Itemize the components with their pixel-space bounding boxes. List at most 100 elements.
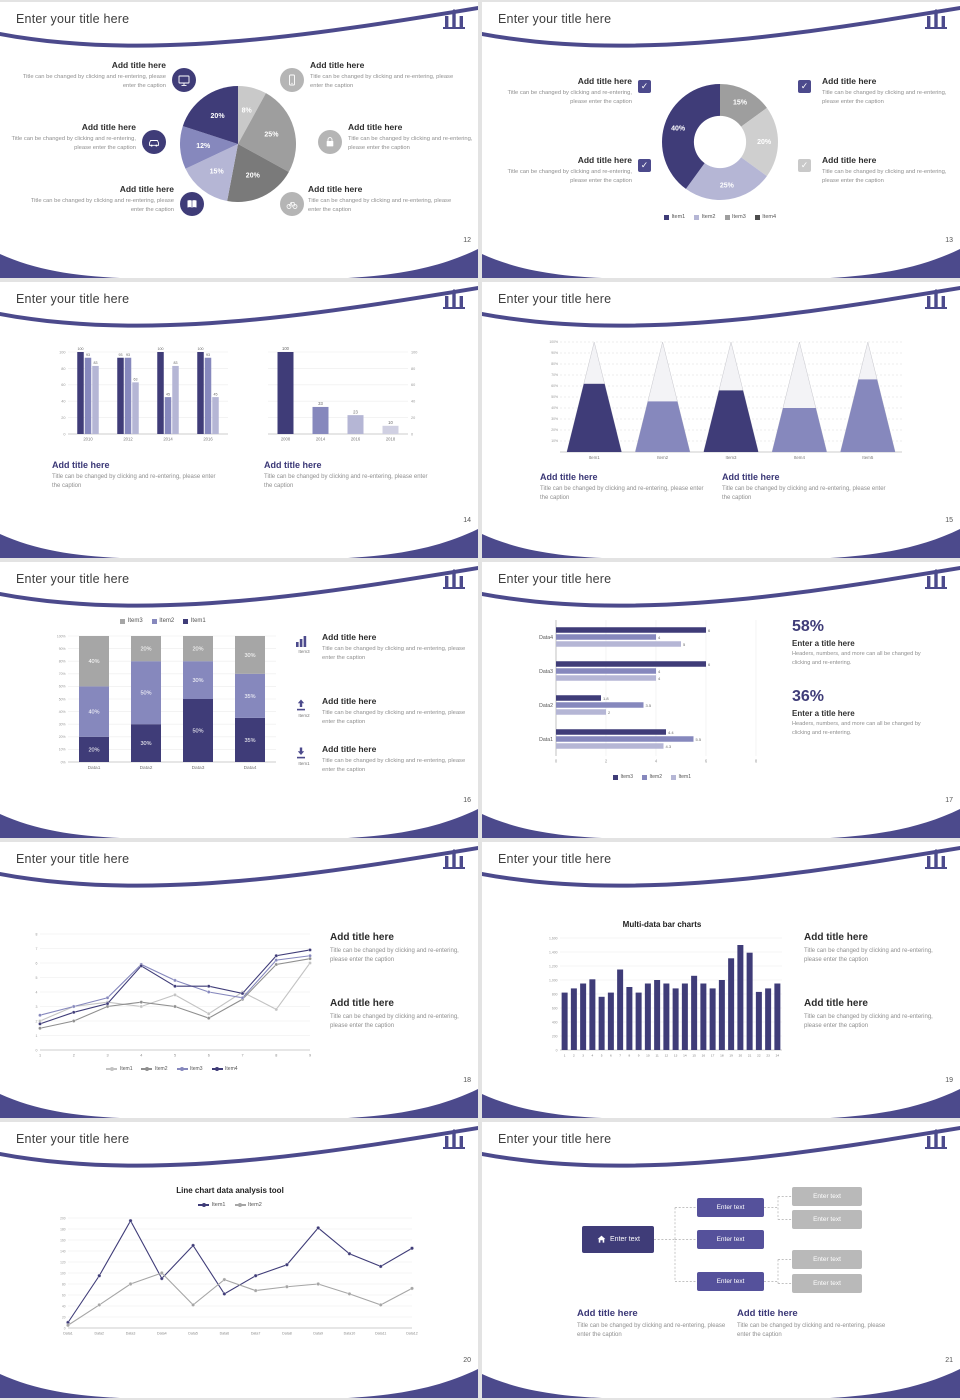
slide-title: Enter your title here xyxy=(498,12,612,26)
svg-text:40%: 40% xyxy=(551,406,558,410)
flow-mid-box-2[interactable]: Enter text xyxy=(697,1230,764,1249)
svg-text:35%: 35% xyxy=(244,738,255,744)
svg-text:4: 4 xyxy=(658,676,661,681)
svg-text:2010: 2010 xyxy=(83,437,93,442)
svg-text:50%: 50% xyxy=(551,395,558,399)
svg-text:3: 3 xyxy=(582,1054,584,1058)
svg-text:93: 93 xyxy=(86,353,90,357)
svg-text:70%: 70% xyxy=(551,373,558,377)
corner-swoosh-right xyxy=(830,529,960,558)
svg-text:90%: 90% xyxy=(551,351,558,355)
university-logo-icon xyxy=(925,569,947,589)
svg-text:93: 93 xyxy=(119,353,123,357)
header-swoosh xyxy=(482,286,960,328)
corner-swoosh-left xyxy=(482,1094,602,1118)
slide-column-charts[interactable]: Enter your title here 14 0 20 40 60 80 100 100… xyxy=(0,282,478,558)
slide-pie-infographic[interactable]: Enter your title here 12 8% 25% 20% 15% 12% 2… xyxy=(0,2,478,278)
svg-text:0: 0 xyxy=(36,1048,38,1052)
stat-value: 36% xyxy=(792,688,825,705)
svg-text:80: 80 xyxy=(411,367,415,371)
svg-text:4: 4 xyxy=(655,759,658,764)
svg-text:Data6: Data6 xyxy=(220,1332,230,1336)
corner-swoosh-left xyxy=(0,1374,120,1398)
svg-text:40: 40 xyxy=(62,1304,66,1308)
stat-block-2: 36% Enter a title here Headers, numbers,… xyxy=(792,688,942,737)
page-number: 17 xyxy=(945,797,953,804)
callout-left: Add title here Title can be changed by c… xyxy=(52,460,216,490)
svg-text:1,200: 1,200 xyxy=(549,964,558,968)
header-swoosh xyxy=(0,1126,478,1168)
svg-text:10%: 10% xyxy=(59,748,66,752)
callout-left: Add title here Title can be changed by c… xyxy=(540,472,704,502)
svg-text:13: 13 xyxy=(674,1054,678,1058)
flow-root-box[interactable]: Enter text xyxy=(582,1226,654,1253)
svg-text:4: 4 xyxy=(140,1054,142,1058)
svg-text:20: 20 xyxy=(411,416,415,420)
slide-stacked-bars[interactable]: Enter your title here 16 Item3 Item2 Item1… xyxy=(0,562,478,838)
slide-multidata-bars[interactable]: Enter your title here 19 Multi-data bar … xyxy=(482,842,960,1118)
flow-right-box-1[interactable]: Enter text xyxy=(792,1187,862,1206)
slide-title: Enter your title here xyxy=(16,292,130,306)
slide-line-analysis[interactable]: Enter your title here 20 Line chart data… xyxy=(0,1122,478,1398)
svg-text:15%: 15% xyxy=(210,168,225,175)
university-logo-icon xyxy=(443,9,465,29)
callout-right: Add title here Title can be changed by c… xyxy=(737,1308,886,1339)
svg-text:20%: 20% xyxy=(140,647,151,653)
slide-horizontal-bars[interactable]: Enter your title here 17 0 2 4 6 8 Data4 6 4 5 Da… xyxy=(482,562,960,838)
svg-text:25%: 25% xyxy=(264,131,279,138)
svg-text:10: 10 xyxy=(646,1054,650,1058)
svg-text:1.8: 1.8 xyxy=(603,696,609,701)
university-logo-icon xyxy=(925,289,947,309)
svg-text:5: 5 xyxy=(36,976,38,980)
svg-text:4.4: 4.4 xyxy=(668,730,674,735)
svg-text:30%: 30% xyxy=(244,653,255,659)
slide-flow-diagram[interactable]: Enter your title here 21 xyxy=(482,1122,960,1398)
svg-text:Item1: Item1 xyxy=(589,455,601,460)
callout-3: Add title here Title can be changed by c… xyxy=(322,744,466,773)
svg-text:6: 6 xyxy=(708,662,711,667)
svg-text:3: 3 xyxy=(106,1054,108,1058)
svg-text:0: 0 xyxy=(555,759,558,764)
university-logo-icon xyxy=(925,849,947,869)
svg-text:Data4: Data4 xyxy=(539,635,553,641)
flow-right-box-4[interactable]: Enter text xyxy=(792,1274,862,1293)
svg-text:93: 93 xyxy=(206,353,210,357)
svg-text:100: 100 xyxy=(198,347,204,351)
flow-right-box-3[interactable]: Enter text xyxy=(792,1250,862,1269)
svg-text:6: 6 xyxy=(708,628,711,633)
page-number: 19 xyxy=(945,1077,953,1084)
svg-text:50%: 50% xyxy=(192,729,203,735)
corner-swoosh-left xyxy=(0,534,120,558)
slide-donut-infographic[interactable]: Enter your title here 13 15% 20% 25% 40% It… xyxy=(482,2,960,278)
svg-text:12: 12 xyxy=(665,1054,669,1058)
svg-text:Data2: Data2 xyxy=(94,1332,104,1336)
flow-mid-box-1[interactable]: Enter text xyxy=(697,1198,764,1217)
callout-1: Add title here Title can be changed by c… xyxy=(804,932,933,964)
donut-legend: Item1 Item2 Item3 Item4 xyxy=(622,214,818,220)
slide-title: Enter your title here xyxy=(498,1132,612,1146)
svg-text:Data12: Data12 xyxy=(406,1332,418,1336)
svg-text:4: 4 xyxy=(36,990,38,994)
slide-cone-chart[interactable]: Enter your title here 15 10% 20% 30% 40% 50%… xyxy=(482,282,960,558)
corner-swoosh-right xyxy=(348,809,478,838)
svg-text:45: 45 xyxy=(166,392,170,396)
header-swoosh xyxy=(482,846,960,888)
svg-text:19: 19 xyxy=(729,1054,733,1058)
callout-bottom-right: Add title here Title can be changed by c… xyxy=(822,155,947,184)
svg-text:6: 6 xyxy=(208,1054,210,1058)
svg-text:20%: 20% xyxy=(59,735,66,739)
corner-swoosh-left xyxy=(0,814,120,838)
svg-text:21: 21 xyxy=(748,1054,752,1058)
flow-right-box-2[interactable]: Enter text xyxy=(792,1210,862,1229)
book-icon xyxy=(180,192,204,216)
svg-text:80: 80 xyxy=(61,367,65,371)
callout-left: Add title here Title can be changed by c… xyxy=(577,1308,726,1339)
flow-mid-box-3[interactable]: Enter text xyxy=(697,1272,764,1291)
callout-top-left: Add title here Title can be changed by c… xyxy=(22,60,166,89)
svg-text:Data8: Data8 xyxy=(282,1332,292,1336)
svg-text:7: 7 xyxy=(619,1054,621,1058)
svg-text:1,400: 1,400 xyxy=(549,950,558,954)
svg-text:33: 33 xyxy=(318,401,323,406)
line-legend: Item1 Item2 xyxy=(150,1202,310,1208)
